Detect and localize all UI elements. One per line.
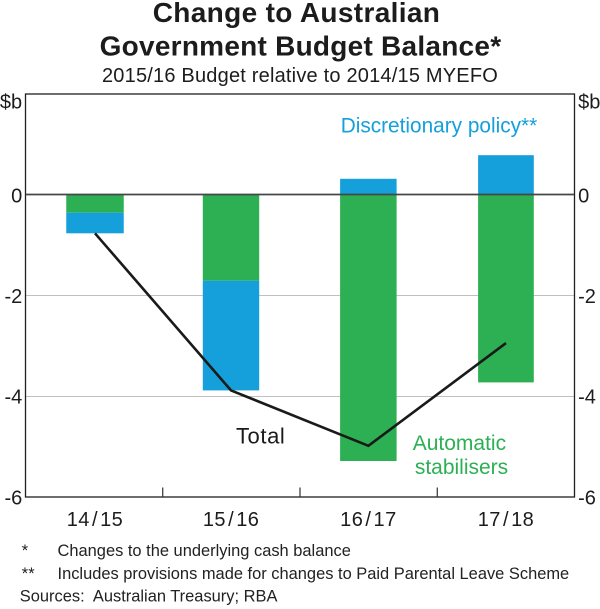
svg-text:$b: $b	[578, 92, 600, 114]
svg-text:2015/16 Budget relative to 201: 2015/16 Budget relative to 2014/15 MYEFO	[102, 65, 498, 87]
svg-text:-2: -2	[5, 286, 23, 308]
svg-text:14 / 15: 14 / 15	[67, 509, 124, 531]
svg-text:-4: -4	[578, 387, 596, 409]
svg-text:16 / 17: 16 / 17	[340, 509, 397, 531]
svg-text:-2: -2	[578, 286, 596, 308]
svg-text:*: *	[22, 542, 29, 560]
svg-text:Government Budget Balance*: Government Budget Balance*	[100, 30, 502, 61]
svg-text:Sources: Australian Treasury;: Sources: Australian Treasury; RBA	[20, 588, 278, 606]
svg-text:Total: Total	[236, 424, 285, 449]
svg-text:-6: -6	[578, 487, 596, 509]
svg-text:-6: -6	[5, 487, 23, 509]
svg-text:17 / 18: 17 / 18	[478, 509, 535, 531]
svg-text:0: 0	[11, 185, 22, 207]
svg-text:**: **	[22, 565, 35, 583]
svg-text:Automatic: Automatic	[413, 432, 506, 455]
svg-text:-4: -4	[5, 387, 23, 409]
svg-text:Discretionary policy**: Discretionary policy**	[341, 115, 537, 138]
svg-text:15 / 16: 15 / 16	[203, 509, 260, 531]
svg-text:$b: $b	[0, 92, 22, 114]
svg-text:Change to Australian: Change to Australian	[153, 0, 441, 28]
svg-text:stabilisers: stabilisers	[415, 456, 508, 479]
svg-text:Includes provisions made for c: Includes provisions made for changes to …	[58, 565, 570, 583]
svg-text:Changes to the underlying cash: Changes to the underlying cash balance	[58, 542, 351, 560]
svg-text:0: 0	[578, 185, 589, 207]
